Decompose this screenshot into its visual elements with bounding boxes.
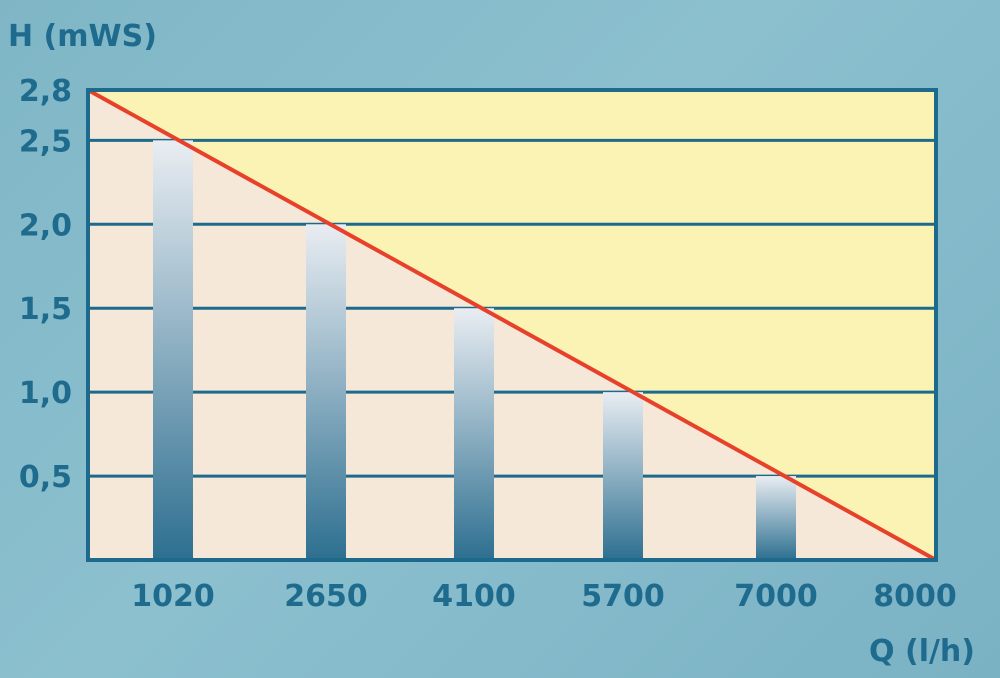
y-tick-label: 0,5 (19, 460, 72, 495)
y-tick-label: 2,8 (19, 74, 72, 109)
x-tick-label: 5700 (581, 579, 665, 614)
y-tick-label: 2,0 (19, 208, 72, 243)
x-tick-label: 7000 (734, 579, 818, 614)
y-axis-ticks: 2,8 2,5 2,0 1,5 1,0 0,5 (19, 74, 72, 495)
x-tick-label: 1020 (131, 579, 215, 614)
plot-area (86, 88, 938, 562)
bar (306, 224, 346, 561)
y-tick-label: 1,5 (19, 292, 72, 327)
bar (153, 140, 193, 560)
y-tick-label: 1,0 (19, 376, 72, 411)
y-axis-title: H (mWS) (8, 19, 157, 54)
x-tick-label: 4100 (432, 579, 516, 614)
x-tick-label: 2650 (284, 579, 368, 614)
performance-curve (87, 88, 937, 562)
bar (756, 476, 796, 560)
x-axis-title: Q (l/h) (869, 634, 975, 669)
bar (454, 308, 494, 560)
bar (603, 392, 643, 560)
plot-frame (86, 88, 938, 562)
x-tick-label: 8000 (873, 579, 957, 614)
x-axis-ticks: 1020 2650 4100 5700 7000 8000 (131, 579, 957, 614)
y-tick-label: 2,5 (19, 124, 72, 159)
